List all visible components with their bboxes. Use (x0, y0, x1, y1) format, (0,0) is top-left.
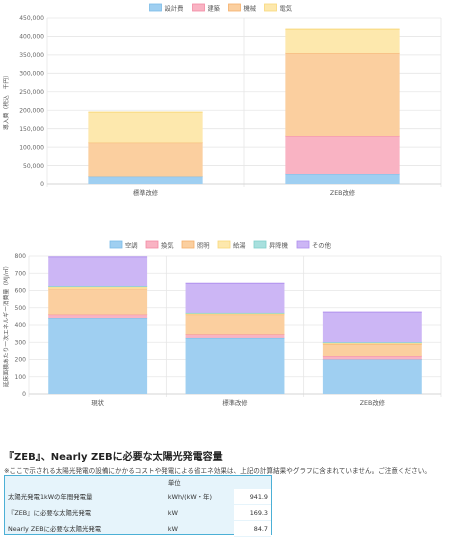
y-tick-label: 400 (15, 322, 27, 329)
y-tick-label: 150,000 (19, 126, 44, 133)
legend-label: その他 (312, 241, 332, 250)
row-unit: kW (167, 508, 178, 517)
legend-label: 設計費 (165, 4, 184, 13)
y-tick-label: 200,000 (19, 107, 44, 114)
cost-chart: 設計費 建築 機械 電気 0 50,000 100,000 150,000 200,000 250… (2, 3, 442, 196)
bar-segment (48, 314, 148, 319)
y-tick-label: 800 (15, 253, 27, 260)
x-tick-label: ZEB改修 (360, 398, 386, 407)
y-tick-label: 300 (15, 339, 27, 346)
bar-segment (285, 174, 400, 184)
y-tick-label: 100 (15, 374, 27, 381)
legend-label: 空調 (125, 241, 138, 250)
x-tick-label: 現状 (91, 398, 104, 407)
legend-label: 電気 (280, 4, 293, 13)
energy-chart: 空調 換気 照明 給湯 昇降機 その他 0 100 200 300 400 500 600 700 800 現… (2, 240, 442, 407)
row-unit: kW (167, 524, 178, 533)
legend-swatch (181, 240, 195, 249)
legend-swatch (296, 240, 310, 249)
bar-segment (48, 256, 148, 287)
unit-header: 単位 (167, 478, 181, 487)
y-tick-label: 450,000 (19, 15, 44, 22)
bar-segment (322, 356, 422, 360)
row-value: 169.3 (233, 504, 271, 521)
bar-segment (48, 318, 148, 394)
legend-label: 建築 (208, 4, 221, 13)
y-tick-label: 350,000 (19, 52, 44, 59)
bar-segment (322, 359, 422, 394)
row-unit: kWh/(kW・年) (167, 493, 212, 501)
y-tick-label: 0 (40, 181, 44, 188)
bar-segment (88, 142, 203, 177)
legend-label: 照明 (197, 242, 210, 250)
legend-swatch (217, 240, 231, 249)
legend-swatch (228, 3, 241, 12)
solar-note: ※ここで示される太陽光発電の設備にかかるコストや発電による省エネ効果は、上記の計… (4, 467, 431, 475)
bar-segment (185, 337, 285, 394)
row-label: 『ZEB』に必要な太陽光発電 (8, 509, 92, 517)
legend-swatch (253, 240, 267, 249)
bar-segment (285, 29, 400, 54)
y-tick-label: 0 (22, 391, 26, 398)
y-tick-label: 700 (15, 270, 27, 277)
bar-segment (185, 283, 285, 313)
row-label: 太陽光発電1kWの年間発電量 (8, 493, 93, 501)
bar-segment (285, 136, 400, 175)
legend-label: 換気 (161, 241, 174, 250)
legend-swatch (109, 240, 123, 249)
y-tick-label: 200 (15, 357, 27, 364)
legend-swatch (192, 3, 205, 12)
legend-swatch (145, 240, 159, 249)
row-value: 84.7 (233, 520, 271, 537)
y-axis-label: 延床面積あたり一次エネルギー消費量（MJ/㎡） (2, 263, 10, 388)
x-tick-label: 標準改修 (222, 398, 248, 407)
y-tick-label: 500 (15, 305, 27, 312)
row-label: Nearly ZEBに必要な太陽光発電 (8, 525, 102, 533)
table-row: 『ZEB』に必要な太陽光発電 kW 169.3 (5, 504, 271, 521)
bar-segment (322, 312, 422, 343)
bar-segment (285, 53, 400, 137)
solar-table-header: 単位 (5, 476, 271, 489)
bar-segment (88, 176, 203, 184)
solar-table: 単位 太陽光発電1kWの年間発電量 kWh/(kW・年) 941.9 『ZEB』… (4, 475, 272, 537)
legend-swatch (149, 3, 162, 12)
bar-segment (48, 287, 148, 289)
y-tick-label: 100,000 (19, 144, 44, 151)
legend-swatch (264, 3, 277, 12)
legend-label: 給湯 (233, 241, 246, 250)
bar-segment (185, 334, 285, 338)
bar-segment (322, 343, 422, 357)
solar-section-title: 『ZEB』、Nearly ZEBに必要な太陽光発電容量 (4, 452, 223, 463)
y-tick-label: 300,000 (19, 71, 44, 78)
bar-segment (88, 112, 203, 143)
y-axis-label: 導入費（税込 千円） (2, 72, 10, 130)
y-tick-label: 600 (15, 288, 27, 295)
x-tick-label: ZEB改修 (330, 188, 356, 196)
x-tick-label: 標準改修 (133, 188, 159, 196)
y-tick-label: 250,000 (19, 89, 44, 96)
row-value: 941.9 (233, 488, 271, 505)
y-tick-label: 400,000 (19, 34, 44, 41)
table-row: Nearly ZEBに必要な太陽光発電 kW 84.7 (5, 520, 271, 537)
legend-label: 機械 (244, 4, 257, 13)
bar-segment (48, 288, 148, 315)
legend-label: 昇降機 (269, 241, 289, 250)
table-row: 太陽光発電1kWの年間発電量 kWh/(kW・年) 941.9 (5, 488, 271, 505)
bar-segment (185, 314, 285, 335)
y-tick-label: 50,000 (23, 163, 44, 170)
